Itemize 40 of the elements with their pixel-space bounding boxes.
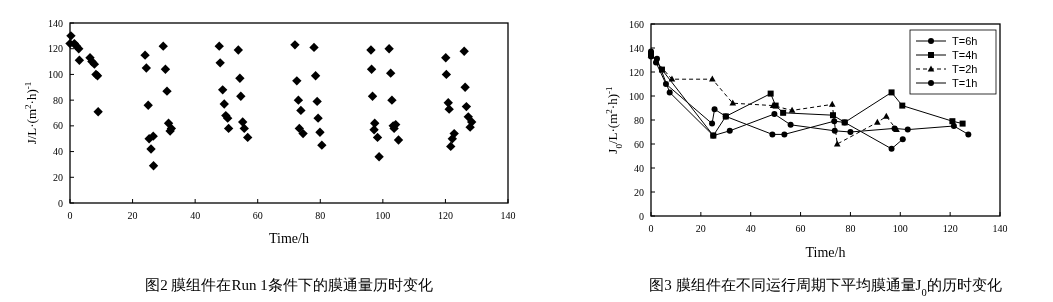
x-tick-label: 120 — [942, 223, 958, 234]
x-tick-label: 120 — [437, 210, 453, 221]
x-tick-label: 0 — [67, 210, 73, 221]
legend-label: T=1h — [952, 77, 978, 89]
x-axis-title: Time/h — [805, 245, 846, 260]
x-axis-title: Time/h — [269, 231, 309, 246]
y-tick-label: 20 — [634, 186, 644, 198]
y-tick-label: 100 — [48, 68, 63, 80]
y-tick-label: 0 — [58, 197, 63, 209]
y-tick-label: 120 — [629, 66, 644, 78]
x-tick-label: 100 — [892, 223, 908, 234]
x-tick-label: 80 — [845, 223, 856, 234]
y-tick-label: 100 — [629, 90, 644, 102]
x-tick-label: 140 — [500, 210, 516, 221]
x-tick-label: 20 — [695, 223, 706, 234]
x-tick-label: 100 — [375, 210, 391, 221]
y-tick-label: 20 — [53, 171, 63, 183]
y-tick-label: 40 — [53, 146, 63, 158]
y-tick-label: 160 — [629, 18, 644, 30]
legend-label: T=4h — [952, 49, 978, 61]
x-tick-label: 0 — [648, 223, 654, 234]
y-tick-label: 60 — [53, 120, 63, 132]
legend-label: T=6h — [952, 35, 978, 47]
x-tick-label: 20 — [127, 210, 138, 221]
x-tick-label: 40 — [745, 223, 756, 234]
y-tick-label: 40 — [634, 162, 644, 174]
y-tick-label: 120 — [48, 43, 63, 55]
legend-label: T=2h — [952, 63, 978, 75]
x-tick-label: 140 — [992, 223, 1008, 234]
y-tick-label: 60 — [634, 138, 644, 150]
y-tick-label: 80 — [634, 114, 644, 126]
text: 图3 膜组件在不同运行周期下平均膜通量J$_{0}$的历时变化 — [649, 277, 1002, 298]
x-tick-label: 60 — [252, 210, 263, 221]
y-tick-label: 140 — [629, 42, 644, 54]
y-tick-label: 80 — [53, 94, 63, 106]
y-tick-label: 140 — [48, 17, 63, 29]
text: 图2 膜组件在Run 1条件下的膜通量历时变化 — [145, 277, 433, 293]
x-tick-label: 80 — [315, 210, 326, 221]
x-tick-label: 60 — [795, 223, 806, 234]
x-tick-label: 40 — [190, 210, 201, 221]
